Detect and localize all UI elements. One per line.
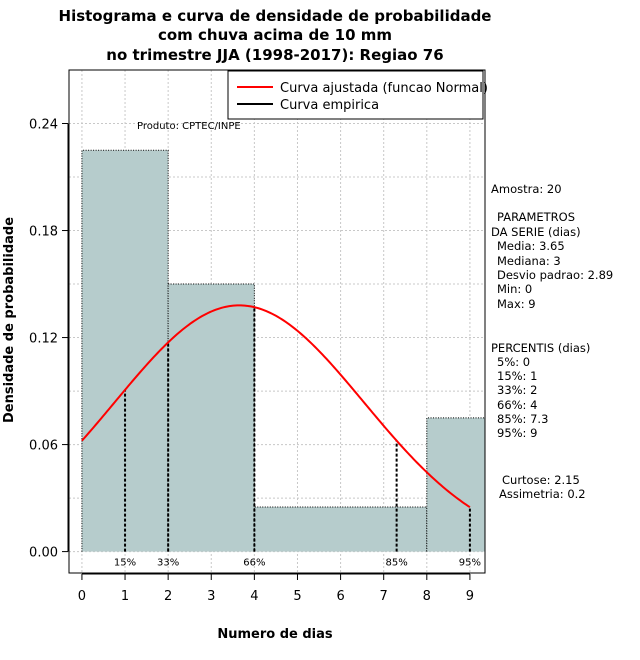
stat-p95: 95%: 9 bbox=[497, 426, 537, 440]
x-axis-label: Numero de dias bbox=[217, 627, 333, 642]
chart-title: Histograma e curva de densidade de proba… bbox=[59, 7, 492, 64]
product-annotation: Produto: CPTEC/INPE bbox=[137, 121, 241, 132]
stats-panel: Amostra: 20 PARAMETROS DA SERIE (dias) M… bbox=[491, 182, 613, 501]
x-axis: 0 1 2 3 4 5 6 7 8 9 bbox=[78, 573, 474, 604]
histogram-bar-outline-2 bbox=[253, 506, 428, 552]
legend-label-empirical: Curva empirica bbox=[280, 98, 379, 113]
percentile-label-3: 85% bbox=[386, 558, 408, 569]
percentile-markers bbox=[124, 307, 471, 552]
x-tick-label-0: 0 bbox=[78, 589, 86, 604]
x-tick-label-7: 7 bbox=[380, 589, 388, 604]
stat-p66: 66%: 4 bbox=[497, 398, 537, 412]
stat-perc-title: PERCENTIS (dias) bbox=[491, 341, 590, 355]
stat-curtose: Curtose: 2.15 bbox=[502, 473, 580, 487]
percentile-labels: 15% 33% 66% 85% 95% bbox=[114, 558, 481, 569]
title-line-2: com chuva acima de 10 mm bbox=[158, 26, 392, 44]
stat-p33: 33%: 2 bbox=[497, 383, 537, 397]
y-tick-label-2: 0.12 bbox=[29, 332, 58, 347]
stat-media: Media: 3.65 bbox=[497, 239, 565, 253]
x-tick-label-9: 9 bbox=[466, 589, 474, 604]
y-axis: 0.00 0.06 0.12 0.18 0.24 bbox=[29, 118, 69, 561]
x-tick-label-5: 5 bbox=[293, 589, 301, 604]
stat-param-title-2: DA SERIE (dias) bbox=[491, 225, 581, 239]
percentile-label-1: 33% bbox=[157, 558, 179, 569]
percentile-label-0: 15% bbox=[114, 558, 136, 569]
y-tick-label-0: 0.00 bbox=[29, 546, 58, 561]
histogram-bar-3 bbox=[426, 417, 485, 552]
histogram-bars bbox=[81, 149, 486, 552]
y-tick-label-1: 0.06 bbox=[29, 439, 58, 454]
percentile-label-2: 66% bbox=[243, 558, 265, 569]
stat-param-title-1: PARAMETROS bbox=[497, 210, 575, 224]
stat-amostra: Amostra: 20 bbox=[491, 182, 562, 196]
x-tick-label-1: 1 bbox=[121, 589, 129, 604]
stat-p85: 85%: 7.3 bbox=[497, 412, 548, 426]
histogram-bar-1 bbox=[168, 284, 255, 552]
stat-min: Min: 0 bbox=[497, 282, 532, 296]
x-tick-label-6: 6 bbox=[336, 589, 344, 604]
x-tick-label-3: 3 bbox=[207, 589, 215, 604]
plot-frame bbox=[68, 69, 486, 574]
legend-box bbox=[227, 70, 484, 120]
x-tick-label-8: 8 bbox=[423, 589, 431, 604]
title-line-1: Histograma e curva de densidade de proba… bbox=[59, 7, 492, 25]
normal-curve bbox=[81, 304, 471, 509]
histogram-bar-2 bbox=[254, 507, 427, 552]
x-tick-label-2: 2 bbox=[164, 589, 172, 604]
legend-label-fitted: Curva ajustada (funcao Normal) bbox=[280, 81, 488, 96]
stat-p5: 5%: 0 bbox=[497, 355, 530, 369]
y-tick-label-3: 0.18 bbox=[29, 225, 58, 240]
legend: Curva ajustada (funcao Normal) Curva emp… bbox=[227, 70, 488, 120]
y-tick-label-4: 0.24 bbox=[29, 118, 58, 133]
stat-max: Max: 9 bbox=[497, 297, 536, 311]
title-line-3: no trimestre JJA (1998-2017): Regiao 76 bbox=[106, 46, 443, 64]
stat-mediana: Mediana: 3 bbox=[497, 254, 561, 268]
stat-assimetria: Assimetria: 0.2 bbox=[499, 487, 586, 501]
percentile-label-4: 95% bbox=[459, 558, 481, 569]
histogram-bar-outline-3 bbox=[426, 417, 486, 552]
stat-desvio: Desvio padrao: 2.89 bbox=[497, 268, 613, 282]
stat-p15: 15%: 1 bbox=[497, 369, 537, 383]
histogram-bar-outline-1 bbox=[167, 283, 255, 552]
x-tick-label-4: 4 bbox=[250, 589, 258, 604]
y-axis-label: Densidade de probabilidade bbox=[2, 217, 17, 423]
